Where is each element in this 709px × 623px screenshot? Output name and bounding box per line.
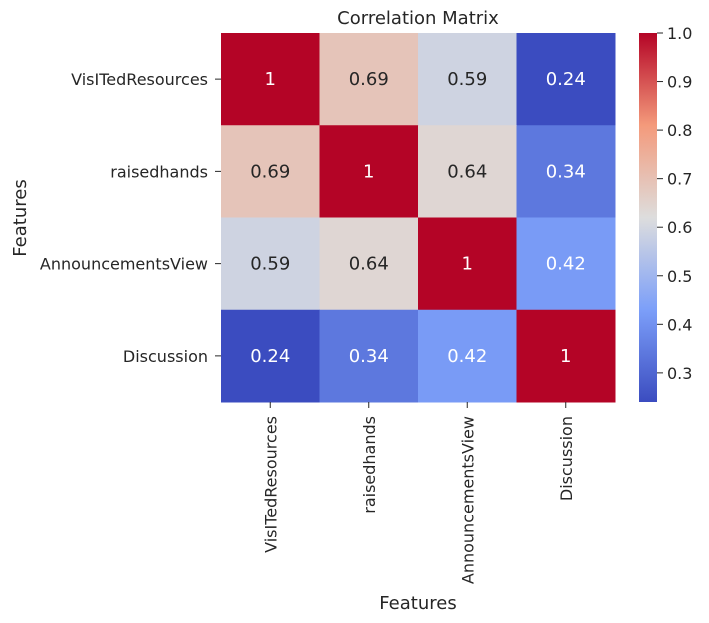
chart-title: Correlation Matrix [337,8,499,29]
x-tick-label-raisedhands: raisedhands [360,416,379,514]
heatmap-cell-announcementsview-announcementsview [418,217,517,311]
y-axis-title: Features [10,179,31,256]
cell-label-visitedresources-announcementsview: 0.59 [447,69,487,90]
y-axis-tick-labels: VisITedResources raisedhands Announcements… [40,70,221,366]
x-tick-label-discussion: Discussion [557,416,576,501]
x-axis-title: Features [379,593,456,614]
y-tick-label-announcementsview: AnnouncementsView [40,255,208,274]
heatmap-cell-discussion-visitedresources [221,309,320,403]
colorbar-tick-label-0-6: 0.6 [667,218,692,237]
heatmap-cell-labels: 1 0.69 0.59 0.24 0.69 1 0.64 0.34 0.59 0.64 1 0.42 0… [250,69,586,367]
y-tick-label-visitedresources: VisITedResources [71,70,208,89]
cell-label-visitedresources-discussion: 0.24 [546,69,586,90]
colorbar-tick-label-1-0: 1.0 [667,24,692,43]
y-tick-label-raisedhands: raisedhands [110,162,208,181]
colorbar [639,33,657,402]
x-tick-label-visitedresources: VisITedResources [261,416,280,553]
heatmap-cells [221,33,616,403]
colorbar-ticks: 0.3 0.4 0.5 0.6 0.7 0.8 0.9 1.0 [657,24,692,383]
cell-label-discussion-announcementsview: 0.42 [447,346,487,367]
cell-label-announcementsview-raisedhands: 0.64 [349,254,389,275]
heatmap-cell-visitedresources-raisedhands [319,33,419,126]
colorbar-tick-label-0-4: 0.4 [667,315,692,334]
colorbar-tick-label-0-3: 0.3 [667,364,692,383]
cell-label-raisedhands-discussion: 0.34 [546,161,586,182]
cell-label-discussion-visitedresources: 0.24 [250,346,290,367]
x-axis-tick-labels: VisITedResources raisedhands Announcements… [261,402,576,584]
x-tick-label-announcementsview: AnnouncementsView [458,416,477,584]
heatmap-cell-raisedhands-visitedresources [221,125,320,218]
cell-label-raisedhands-visitedresources: 0.69 [250,161,290,182]
heatmap-cell-announcementsview-discussion [516,217,616,311]
cell-label-announcementsview-visitedresources: 0.59 [250,254,290,275]
heatmap-cell-discussion-discussion [516,309,616,403]
cell-label-discussion-discussion: 1 [560,346,571,367]
cell-label-announcementsview-announcementsview: 1 [462,254,473,275]
heatmap-cell-raisedhands-announcementsview [418,125,517,218]
cell-label-raisedhands-raisedhands: 1 [363,161,374,182]
colorbar-tick-label-0-5: 0.5 [667,267,692,286]
y-tick-label-discussion: Discussion [123,347,208,366]
cell-label-announcementsview-discussion: 0.42 [546,254,586,275]
heatmap-cell-announcementsview-raisedhands [319,217,419,311]
colorbar-tick-label-0-9: 0.9 [667,73,692,92]
colorbar-tick-label-0-8: 0.8 [667,121,692,140]
heatmap-cell-visitedresources-visitedresources [221,33,320,126]
heatmap-cell-visitedresources-discussion [516,33,616,126]
heatmap-cell-discussion-raisedhands [319,309,419,403]
heatmap-cell-announcementsview-visitedresources [221,217,320,311]
cell-label-raisedhands-announcementsview: 0.64 [447,161,487,182]
heatmap-cell-raisedhands-discussion [516,125,616,218]
colorbar-tick-label-0-7: 0.7 [667,170,692,189]
heatmap-cell-raisedhands-raisedhands [319,125,419,218]
heatmap-cell-visitedresources-announcementsview [418,33,517,126]
cell-label-discussion-raisedhands: 0.34 [349,346,389,367]
heatmap-cell-discussion-announcementsview [418,309,517,403]
cell-label-visitedresources-raisedhands: 0.69 [349,69,389,90]
cell-label-visitedresources-visitedresources: 1 [265,69,276,90]
